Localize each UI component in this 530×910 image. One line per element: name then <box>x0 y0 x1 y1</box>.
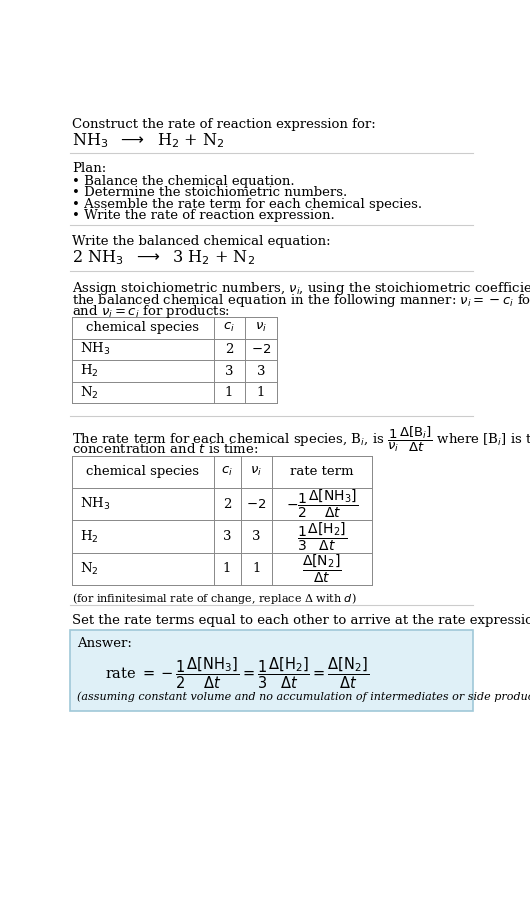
Text: • Balance the chemical equation.: • Balance the chemical equation. <box>73 175 295 187</box>
FancyBboxPatch shape <box>70 630 473 711</box>
Text: H$_2$: H$_2$ <box>80 363 99 379</box>
Text: NH$_3$  $\longrightarrow$  H$_2$ + N$_2$: NH$_3$ $\longrightarrow$ H$_2$ + N$_2$ <box>73 132 225 150</box>
Text: concentration and $t$ is time:: concentration and $t$ is time: <box>73 442 259 456</box>
Text: Assign stoichiometric numbers, $\nu_i$, using the stoichiometric coefficients, $: Assign stoichiometric numbers, $\nu_i$, … <box>73 280 530 298</box>
Text: 1: 1 <box>223 562 231 575</box>
Text: 1: 1 <box>257 386 265 399</box>
Text: rate term: rate term <box>290 465 354 479</box>
Text: H$_2$: H$_2$ <box>80 529 99 544</box>
Text: NH$_3$: NH$_3$ <box>80 496 111 512</box>
Text: (assuming constant volume and no accumulation of intermediates or side products): (assuming constant volume and no accumul… <box>77 692 530 702</box>
Text: 2 NH$_3$  $\longrightarrow$  3 H$_2$ + N$_2$: 2 NH$_3$ $\longrightarrow$ 3 H$_2$ + N$_… <box>73 248 255 267</box>
Text: Plan:: Plan: <box>73 162 107 176</box>
Text: The rate term for each chemical species, B$_i$, is $\dfrac{1}{\nu_i}\dfrac{\Delt: The rate term for each chemical species,… <box>73 425 530 454</box>
Text: N$_2$: N$_2$ <box>80 385 99 400</box>
Text: 3: 3 <box>225 365 233 378</box>
Text: chemical species: chemical species <box>86 465 199 479</box>
Text: rate $= -\dfrac{1}{2}\dfrac{\Delta[\mathrm{NH_3}]}{\Delta t} = \dfrac{1}{3}\dfra: rate $= -\dfrac{1}{2}\dfrac{\Delta[\math… <box>105 656 369 692</box>
Text: $\nu_i$: $\nu_i$ <box>255 321 267 335</box>
Text: 2: 2 <box>225 343 233 356</box>
Text: chemical species: chemical species <box>86 321 199 334</box>
Text: • Write the rate of reaction expression.: • Write the rate of reaction expression. <box>73 209 335 222</box>
Text: Construct the rate of reaction expression for:: Construct the rate of reaction expressio… <box>73 118 376 131</box>
Text: $-2$: $-2$ <box>246 498 266 511</box>
Text: $\nu_i$: $\nu_i$ <box>250 465 262 479</box>
Text: Write the balanced chemical equation:: Write the balanced chemical equation: <box>73 235 331 248</box>
Text: 1: 1 <box>252 562 260 575</box>
Text: NH$_3$: NH$_3$ <box>80 341 111 358</box>
Text: Answer:: Answer: <box>77 637 132 651</box>
Text: 2: 2 <box>223 498 231 511</box>
Text: Set the rate terms equal to each other to arrive at the rate expression:: Set the rate terms equal to each other t… <box>73 614 530 627</box>
Text: 1: 1 <box>225 386 233 399</box>
Text: 3: 3 <box>252 530 260 543</box>
Text: (for infinitesimal rate of change, replace Δ with $d$): (for infinitesimal rate of change, repla… <box>73 592 357 606</box>
Text: $-2$: $-2$ <box>251 343 271 356</box>
Text: N$_2$: N$_2$ <box>80 561 99 577</box>
Text: $\dfrac{\Delta[\mathrm{N_2}]}{\Delta t}$: $\dfrac{\Delta[\mathrm{N_2}]}{\Delta t}$ <box>302 552 342 585</box>
Text: $c_i$: $c_i$ <box>221 465 233 479</box>
Text: • Determine the stoichiometric numbers.: • Determine the stoichiometric numbers. <box>73 187 348 199</box>
Text: $c_i$: $c_i$ <box>223 321 235 335</box>
Text: the balanced chemical equation in the following manner: $\nu_i = -c_i$ for react: the balanced chemical equation in the fo… <box>73 292 530 308</box>
Text: $\dfrac{1}{3}\dfrac{\Delta[\mathrm{H_2}]}{\Delta t}$: $\dfrac{1}{3}\dfrac{\Delta[\mathrm{H_2}]… <box>297 521 347 552</box>
Text: 3: 3 <box>223 530 231 543</box>
Text: and $\nu_i = c_i$ for products:: and $\nu_i = c_i$ for products: <box>73 303 231 320</box>
Text: $-\dfrac{1}{2}\dfrac{\Delta[\mathrm{NH_3}]}{\Delta t}$: $-\dfrac{1}{2}\dfrac{\Delta[\mathrm{NH_3… <box>286 488 358 521</box>
Text: 3: 3 <box>257 365 265 378</box>
Text: • Assemble the rate term for each chemical species.: • Assemble the rate term for each chemic… <box>73 197 422 211</box>
